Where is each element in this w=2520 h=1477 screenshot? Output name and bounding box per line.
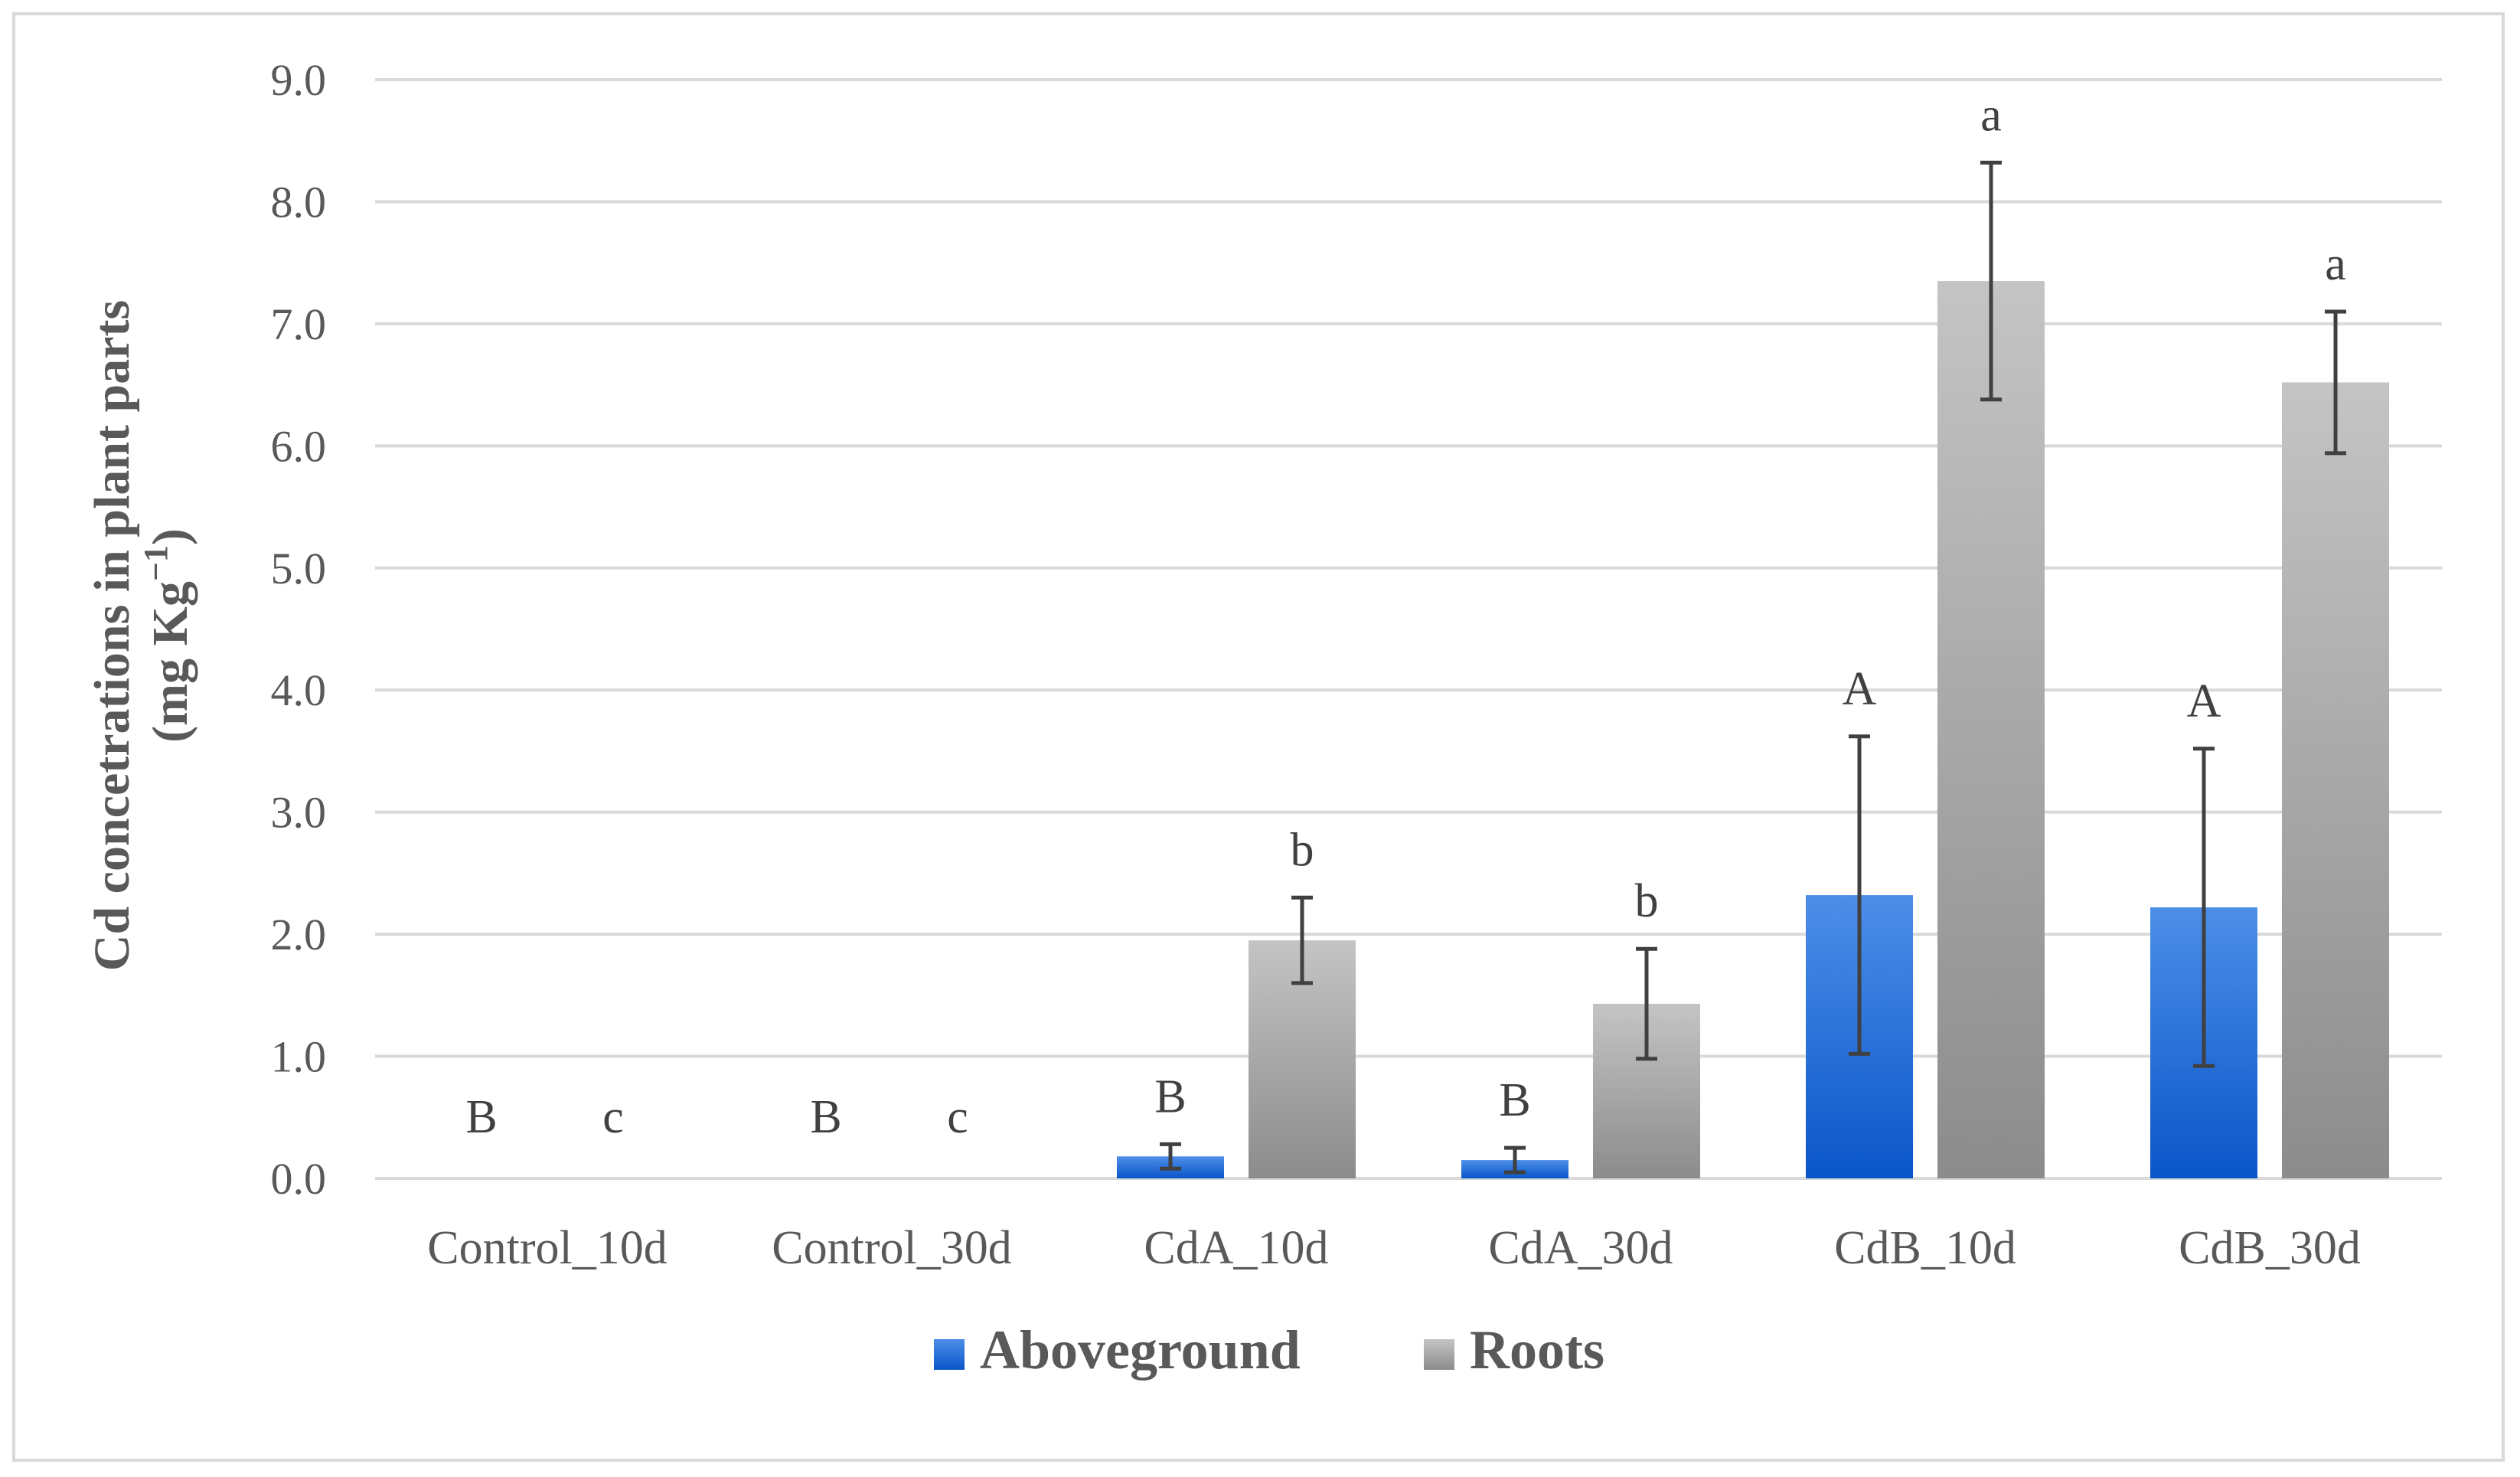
y-axis-ticks: 0.0 1.0 2.0 3.0 4.0 5.0 6.0 7.0 8.0 9.0: [271, 55, 327, 1204]
x-category-label: CdA_30d: [1488, 1222, 1673, 1274]
legend-label: Aboveground: [980, 1319, 1301, 1381]
significance-letter: b: [1291, 824, 1314, 876]
y-axis-label: Cd concetrations in plant parts (mg Kg−1…: [84, 300, 198, 971]
legend-swatch: [934, 1339, 965, 1370]
significance-letter: a: [2325, 238, 2346, 290]
legend-swatch: [1424, 1339, 1454, 1370]
significance-letter: B: [465, 1091, 497, 1143]
y-tick-label: 1.0: [271, 1032, 327, 1082]
x-category-label: Control_10d: [427, 1222, 667, 1274]
y-tick-label: 2.0: [271, 910, 327, 959]
significance-letter: c: [602, 1091, 624, 1143]
error-bars: [1160, 160, 2346, 1175]
x-axis-categories: Control_10d Control_30d CdA_10d CdA_30d CdB_…: [427, 1222, 2361, 1274]
error-bar: [2325, 309, 2346, 456]
significance-letter: A: [2187, 675, 2221, 727]
significance-letter: B: [1499, 1074, 1530, 1126]
y-tick-label: 6.0: [271, 421, 327, 471]
gridlines: [375, 78, 2442, 1180]
legend-label: Roots: [1470, 1319, 1604, 1381]
error-bar: [1849, 734, 1870, 1056]
significance-letter: b: [1635, 875, 1659, 927]
y-tick-label: 3.0: [271, 788, 327, 838]
x-category-label: CdB_30d: [2179, 1222, 2361, 1274]
error-bar: [1980, 160, 2002, 402]
legend: Aboveground Roots: [934, 1319, 1604, 1381]
roots-bar: [1937, 281, 2045, 1178]
y-axis-label-line2: (mg Kg−1): [137, 528, 198, 743]
y-tick-label: 5.0: [271, 544, 327, 593]
bars: [1117, 281, 2389, 1178]
error-bar: [2193, 747, 2215, 1068]
error-bar: [1160, 1142, 1181, 1171]
significance-letter: B: [810, 1091, 841, 1143]
x-category-label: CdB_10d: [1834, 1222, 2016, 1274]
roots-bar: [2282, 382, 2389, 1178]
y-tick-label: 8.0: [271, 177, 327, 227]
error-bar: [1291, 895, 1313, 985]
significance-letter: B: [1154, 1070, 1186, 1122]
y-tick-label: 9.0: [271, 55, 327, 105]
y-tick-label: 4.0: [271, 665, 327, 715]
significance-letter: A: [1843, 663, 1877, 715]
x-category-label: CdA_10d: [1144, 1222, 1328, 1274]
significance-letter: a: [1980, 89, 2002, 141]
chart-frame: [12, 12, 2505, 1462]
significance-letter: c: [947, 1091, 968, 1143]
error-bar: [1636, 946, 1657, 1061]
y-tick-label: 7.0: [271, 299, 327, 349]
y-tick-label: 0.0: [271, 1154, 327, 1204]
x-category-label: Control_30d: [772, 1222, 1011, 1274]
error-bar: [1504, 1145, 1526, 1175]
y-axis-label-line1: Cd concetrations in plant parts: [84, 300, 140, 971]
